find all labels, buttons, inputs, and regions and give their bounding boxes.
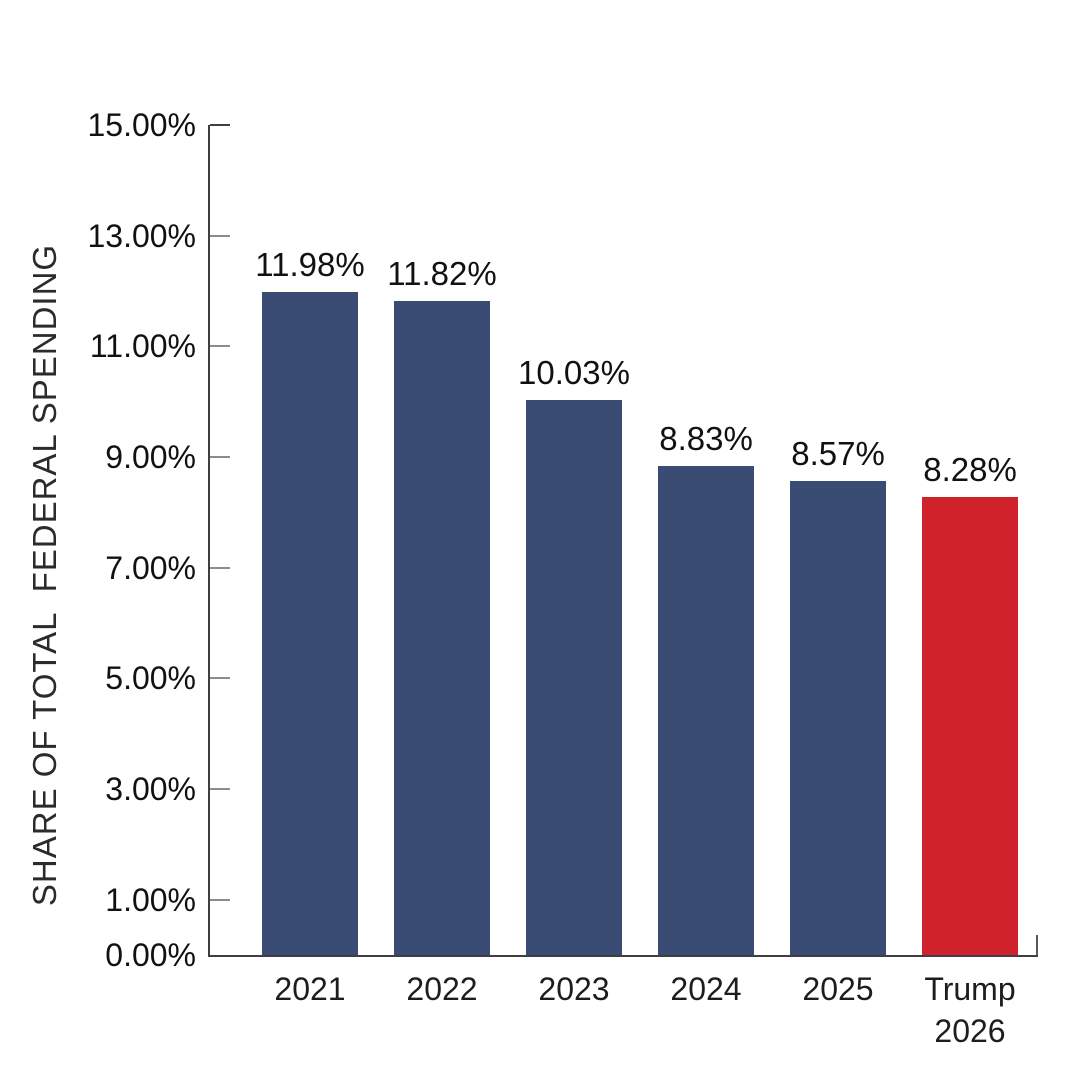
bar-slot-2023: 10.03%: [508, 125, 640, 955]
bar-value-label: 8.83%: [659, 420, 753, 458]
bar-trump-2026: [922, 496, 1018, 955]
bars-container: 11.98% 11.82% 10.03% 8.83% 8.57% 8.28%: [244, 125, 1036, 955]
bar-value-label: 10.03%: [518, 354, 630, 392]
bar-value-label: 11.98%: [255, 246, 365, 284]
y-tick-label: 9.00%: [105, 439, 196, 475]
bar-2024: [658, 466, 754, 955]
bar-2025: [790, 480, 886, 955]
y-tick-mark: [210, 124, 230, 126]
x-axis-label: 2024: [670, 971, 742, 1007]
x-axis-label: 2025: [802, 971, 874, 1007]
y-tick-label: 5.00%: [105, 660, 196, 697]
y-tick-mark: [210, 898, 230, 901]
y-tick-label: 0.00%: [105, 937, 196, 973]
y-tick-mark: [210, 456, 230, 458]
bar-2023: [526, 400, 622, 955]
bar-slot-2025: 8.57%: [772, 125, 904, 955]
bar-slot-trump-2026: 8.28%: [904, 125, 1036, 955]
bar-2022: [394, 300, 490, 955]
y-tick-label: 15.00%: [87, 107, 196, 143]
y-tick-labels: 0.00% 1.00% 3.00% 5.00% 7.00% 9.00% 11.00% 13.0…: [0, 109, 196, 971]
y-tick-mark: [210, 234, 230, 237]
y-tick-label: 13.00%: [87, 217, 196, 254]
x-axis-labels: 2021 2022 2023 2024 2025 Trump 2026: [244, 968, 1036, 1052]
bar-2021: [262, 292, 358, 955]
y-tick-label: 1.00%: [105, 881, 196, 918]
y-tick-label: 3.00%: [105, 771, 196, 807]
y-tick-mark: [210, 788, 230, 790]
x-axis-label: 2023: [538, 971, 610, 1007]
bar-slot-2022: 11.82%: [376, 125, 508, 955]
x-axis-label: 2022: [406, 971, 478, 1007]
y-tick-mark: [210, 677, 230, 680]
y-tick-mark: [210, 566, 230, 569]
y-tick-mark: [210, 345, 230, 348]
bar-slot-2021: 11.98%: [244, 125, 376, 955]
x-axis-label: Trump 2026: [924, 971, 1016, 1049]
y-tick-label: 7.00%: [105, 549, 196, 586]
x-axis-end-tick: [1036, 935, 1038, 955]
bar-value-label: 11.82%: [387, 254, 497, 292]
bar-value-label: 8.28%: [923, 450, 1017, 488]
bar-slot-2024: 8.83%: [640, 125, 772, 955]
plot-area: [208, 124, 1038, 957]
x-axis-label: 2021: [274, 971, 346, 1007]
y-tick-label: 11.00%: [89, 328, 196, 365]
bar-value-label: 8.57%: [791, 434, 885, 472]
